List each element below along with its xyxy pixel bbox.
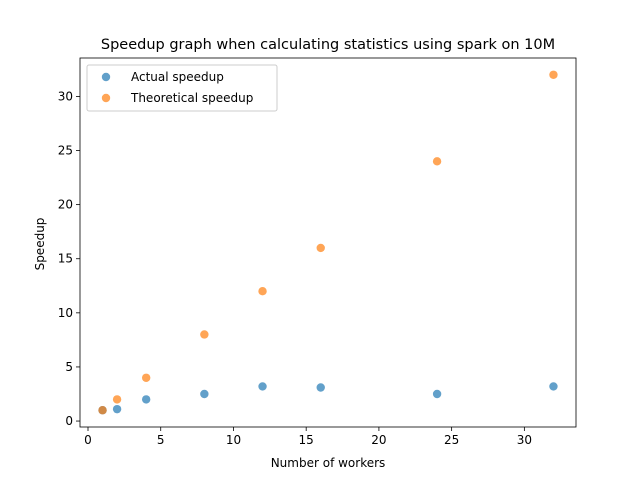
x-tick-label: 15 — [299, 433, 314, 447]
data-point-actual — [316, 383, 325, 392]
data-point-theoretical — [200, 330, 209, 339]
y-tick-label: 25 — [58, 144, 73, 158]
y-axis-label: Speedup — [33, 218, 47, 271]
data-point-theoretical — [141, 373, 151, 382]
legend-box — [86, 64, 278, 112]
data-point-theoretical — [98, 406, 107, 415]
data-point-actual — [549, 382, 558, 391]
y-tick-label: 5 — [65, 360, 73, 374]
x-tick-label: 5 — [157, 433, 165, 447]
data-point-actual — [141, 395, 151, 404]
legend-marker — [101, 72, 111, 82]
data-point-actual — [200, 389, 209, 399]
x-tick-label: 10 — [226, 433, 241, 447]
plot-frame — [79, 57, 577, 428]
x-tick-label: 30 — [517, 433, 532, 447]
x-tick-label: 0 — [84, 433, 92, 447]
data-point-actual — [258, 382, 267, 391]
data-point-theoretical — [432, 157, 442, 166]
data-point-theoretical — [112, 395, 122, 404]
legend-entry-label: Theoretical speedup — [130, 91, 253, 105]
legend: Actual speedup Theoretical speedup — [86, 64, 278, 112]
data-point-theoretical — [549, 70, 558, 79]
data-point-actual — [432, 389, 442, 399]
x-axis-label: Number of workers — [271, 456, 386, 470]
x-tick-label: 20 — [371, 433, 386, 447]
y-tick-label: 10 — [58, 306, 73, 320]
data-point-actual — [112, 404, 122, 414]
y-tick-label: 30 — [58, 89, 73, 103]
legend-marker — [101, 93, 111, 103]
plot-area: 0 5 10 15 20 25 30 0 5 10 15 20 25 30 — [58, 57, 577, 447]
x-tick-label: 25 — [444, 433, 459, 447]
data-point-theoretical — [316, 243, 325, 253]
y-tick-label: 20 — [58, 198, 73, 212]
y-tick-label: 15 — [58, 252, 73, 266]
legend-entry-label: Actual speedup — [131, 70, 224, 84]
y-tick-label: 0 — [65, 414, 73, 428]
chart-title: Speedup graph when calculating statistic… — [101, 37, 555, 53]
data-point-theoretical — [258, 286, 267, 296]
